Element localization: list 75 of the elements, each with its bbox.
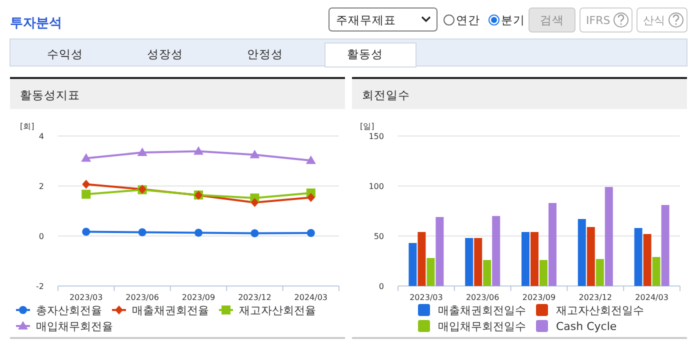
y-axis-title: [일] (360, 122, 374, 131)
bar (604, 187, 613, 286)
x-tick-label: 2023/06 (126, 293, 159, 302)
point (194, 228, 202, 237)
bar (596, 259, 604, 286)
point (194, 146, 204, 155)
bar (530, 232, 538, 286)
point (138, 228, 146, 236)
point (82, 228, 90, 236)
y-tick-label: 2 (38, 182, 44, 191)
text: IFRS (586, 14, 610, 27)
y-tick-label: 4 (38, 132, 44, 141)
legend-label: 매입채무회전율 (36, 320, 113, 333)
bar (465, 238, 474, 286)
bar (436, 217, 444, 286)
bar (483, 260, 492, 286)
bar (426, 258, 435, 286)
y-tick-label: 150 (368, 132, 384, 141)
y-axis-title: [회] (20, 122, 34, 131)
x-tick-label: 2023/12 (238, 293, 272, 302)
point (250, 229, 259, 238)
legend-label: 총자산회전율 (36, 304, 102, 317)
bar (418, 232, 426, 286)
point (82, 180, 90, 189)
x-tick-label: 2024/03 (294, 293, 328, 302)
bar (548, 203, 556, 286)
x-tick-label: 2023/09 (522, 293, 556, 302)
legend-label: 매입채무회전일수 (438, 320, 526, 333)
y-tick-label: 100 (368, 182, 384, 191)
y-tick-label: 0 (378, 282, 384, 291)
bar (652, 257, 660, 286)
y-tick-label: -2 (36, 282, 44, 291)
point (81, 153, 92, 162)
x-tick-label: 2023/03 (69, 293, 103, 302)
legend-label: 재고자산회전율 (239, 304, 316, 317)
bar (578, 219, 586, 286)
y-tick-label: 0 (38, 232, 44, 241)
point (306, 156, 316, 164)
x-tick-label: 2023/06 (466, 293, 500, 302)
bar (408, 243, 417, 286)
chart-title: 활동성지표 (20, 88, 80, 102)
text: 산식 (643, 14, 665, 27)
text: 활동성 (347, 47, 383, 61)
text: 안정성 (247, 47, 283, 61)
x-tick-label: 2023/12 (578, 293, 612, 302)
point (250, 198, 259, 207)
text: 투자분석 (10, 16, 62, 31)
bar (634, 228, 642, 286)
point (250, 150, 260, 158)
text: 수익성 (47, 47, 83, 61)
bar (522, 232, 530, 286)
bar (540, 260, 548, 286)
y-tick-label: 50 (374, 232, 384, 241)
text: 성장성 (147, 47, 183, 61)
bar (661, 205, 670, 286)
legend-label: 매출채권회전일수 (438, 304, 526, 317)
text: 주재무제표 (336, 13, 396, 27)
point (82, 190, 91, 199)
legend-label: Cash Cycle (556, 320, 617, 333)
text: 연간 (456, 13, 480, 27)
bar (643, 234, 652, 286)
point (306, 229, 315, 237)
text: 검색 (540, 13, 564, 27)
x-tick-label: 2024/03 (635, 293, 668, 302)
point (306, 193, 315, 202)
text: 분기 (501, 13, 525, 27)
legend-label: 매출채권회전율 (132, 304, 209, 317)
legend-label: 재고자산회전일수 (556, 304, 644, 317)
point (137, 148, 148, 156)
bar (474, 238, 482, 286)
bar (586, 227, 595, 286)
chart-title: 회전일수 (362, 88, 410, 102)
x-tick-label: 2023/03 (410, 293, 443, 302)
bar (492, 216, 500, 286)
x-tick-label: 2023/09 (182, 293, 216, 302)
